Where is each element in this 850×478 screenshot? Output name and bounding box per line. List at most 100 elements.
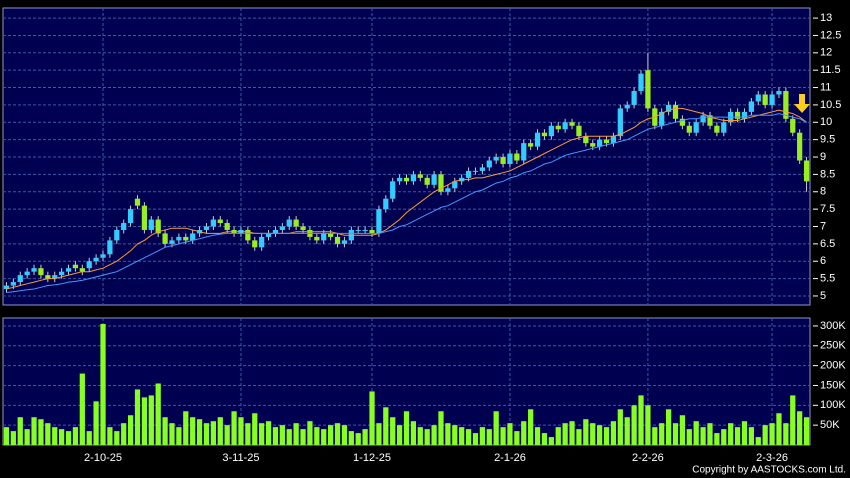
volume-bar [431,425,437,445]
candle-body [341,240,348,244]
y-tick-label: 11 [820,81,831,93]
candle-body [176,236,182,241]
volume-bar [417,427,423,445]
x-tick-label: 2-3-26 [756,452,788,464]
candle-body [252,240,258,248]
candle-body [279,226,285,230]
candle-body [452,181,458,189]
volume-bar [224,425,230,445]
candle-body [114,229,120,241]
volume-bar [452,425,458,445]
candle-body [534,132,541,147]
volume-bar [403,411,410,445]
volume-bar [569,421,575,445]
volume-bar [493,411,499,445]
x-tick-label: 2-1-26 [494,452,526,464]
y-tick-label: 12.5 [820,29,841,41]
volume-bar [38,419,44,445]
y-tick-label: 5 [820,290,826,302]
volume-bar [127,415,134,445]
volume-bar [714,433,720,445]
candle-body [693,122,699,133]
y-tick-label: 300K [820,320,846,332]
candle-body [479,167,485,171]
volume-bar [500,427,506,445]
volume-bar [321,429,327,445]
y-tick-label: 200K [820,360,846,372]
volume-bar [10,431,16,445]
volume-bar [328,425,334,445]
x-tick-label: 3-11-25 [222,452,259,464]
candle-body [369,229,375,234]
volume-bar [486,429,492,445]
volume-bar [521,421,527,445]
candle-body [79,268,85,272]
volume-bar [790,395,796,445]
candle-body [31,268,37,272]
y-tick-label: 10 [820,116,832,128]
volume-bar [562,423,568,445]
volume-bar [31,417,37,445]
volume-bar [507,423,513,445]
volume-bar [410,421,417,445]
candle-body [790,118,796,133]
candle-body [410,174,417,182]
candle-body [72,264,79,269]
volume-bar [610,421,617,445]
candle-body [686,125,692,133]
candle-body [245,229,251,241]
candle-body [721,122,727,133]
candle-body [224,223,230,230]
volume-bar [196,419,203,445]
volume-bar [528,409,534,445]
candle-body [328,233,334,237]
volume-bar [348,431,354,445]
candle-body [431,174,437,185]
volume-bar [134,389,141,445]
candle-body [672,104,679,119]
candle-body [610,136,617,144]
volume-bar [355,433,361,445]
y-tick-label: 250K [820,340,846,352]
candle-body [486,160,492,168]
volume-bar [769,423,775,445]
candle-body [45,275,51,279]
volume-bar [803,417,810,445]
copyright: Copyright by AASTOCKS.com Ltd. [692,465,846,476]
volume-bar [548,437,554,445]
candle-body [493,157,499,161]
volume-bar [231,411,237,445]
volume-bar [79,373,85,445]
volume-bar [286,429,292,445]
y-tick-label: 11.5 [820,64,841,76]
volume-bar [396,425,403,445]
candle-body [645,70,651,109]
volume-bar [307,421,313,445]
candle-body [10,282,16,286]
volume-bar [700,427,706,445]
candle-body [59,271,65,276]
moving-average-line [6,107,807,290]
candle-body [803,160,810,182]
candle-body [141,205,148,230]
candle-body [162,233,168,244]
marks-layer [3,52,810,445]
candle-body [631,91,637,105]
volume-bar [645,405,651,445]
candle-body [541,132,548,137]
y-tick-label: 5.5 [820,273,835,285]
candle-body [121,223,127,230]
volume-bar [597,425,603,445]
candle-body [169,240,175,244]
candle-body [355,229,361,231]
candle-body [383,198,389,210]
candle-body [762,94,768,105]
candle-body [3,285,10,290]
volume-bar [176,427,182,445]
candle-body [741,111,748,119]
price-panel [2,7,811,306]
y-tick-label: 100K [820,399,846,411]
volume-bar [210,421,216,445]
volume-bar [107,427,113,445]
